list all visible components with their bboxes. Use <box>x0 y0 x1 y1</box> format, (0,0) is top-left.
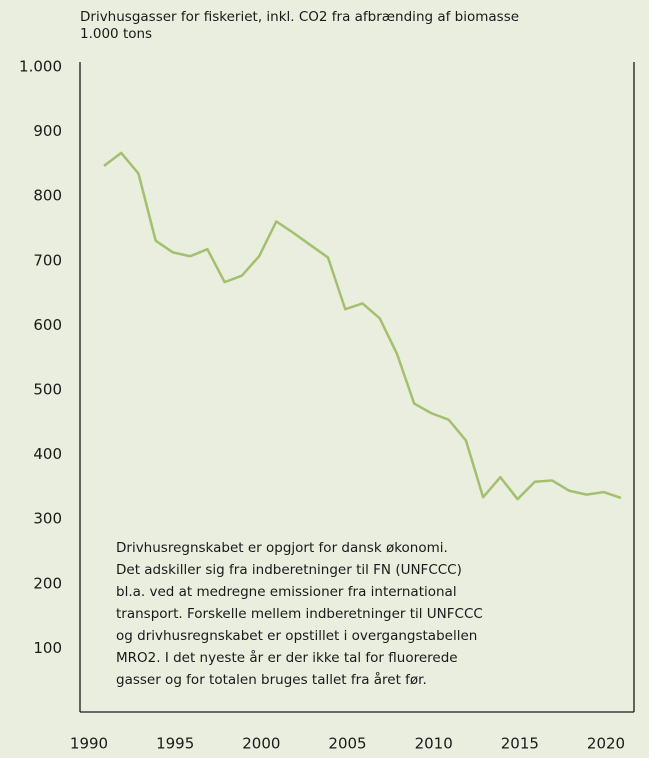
y-tick-label: 600 <box>33 316 62 334</box>
data-line <box>103 151 622 501</box>
x-tick-label: 2000 <box>242 735 280 753</box>
x-tick-label: 2010 <box>415 735 453 753</box>
x-tick-label: 1995 <box>156 735 194 753</box>
x-tick-label: 2005 <box>328 735 366 753</box>
chart-subtitle: 1.000 tons <box>80 26 152 42</box>
x-tick-label: 2015 <box>501 735 539 753</box>
annotation-line: Drivhusregnskabet er opgjort for dansk ø… <box>116 540 448 556</box>
y-tick-label: 800 <box>33 187 62 205</box>
y-tick-label: 900 <box>33 122 62 140</box>
x-tick-label: 1990 <box>70 735 108 753</box>
annotation-line: Det adskiller sig fra indberetninger til… <box>116 562 462 578</box>
y-tick-label: 700 <box>33 251 62 269</box>
y-tick-label: 300 <box>33 510 62 528</box>
chart-title: Drivhusgasser for fiskeriet, inkl. CO2 f… <box>80 9 519 25</box>
annotation-line: og drivhusregnskabet er opstillet i over… <box>116 628 477 644</box>
y-tick-label: 200 <box>33 574 62 592</box>
y-tick-label: 500 <box>33 381 62 399</box>
y-tick-label: 400 <box>33 445 62 463</box>
annotation-line: gasser og for totalen bruges tallet fra … <box>116 671 427 688</box>
y-tick-label: 100 <box>33 639 62 657</box>
x-tick-label: 2020 <box>587 735 625 753</box>
annotation-line: MRO2. I det nyeste år er der ikke tal fo… <box>116 649 458 666</box>
annotation-line: transport. Forskelle mellem indberetning… <box>116 606 483 622</box>
y-tick-label: 1.000 <box>19 58 62 76</box>
annotation-line: bl.a. ved at medregne emissioner fra int… <box>116 584 457 600</box>
